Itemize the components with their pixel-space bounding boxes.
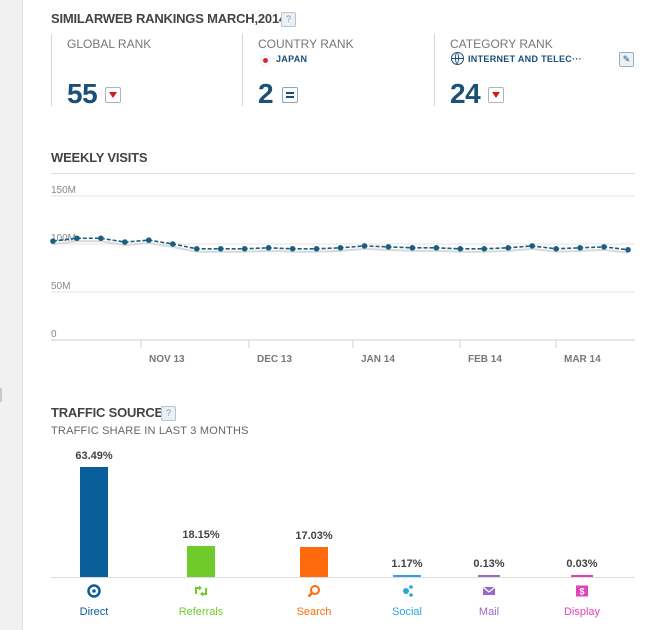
data-point[interactable] <box>385 244 392 250</box>
rank-down-icon <box>488 87 504 103</box>
global-rank-card: GLOBAL RANK 55 <box>67 34 247 110</box>
category-label-social[interactable]: Social <box>392 606 422 618</box>
data-point[interactable] <box>169 241 176 247</box>
display-icon: $ <box>575 584 589 598</box>
bar-value-label: 0.03% <box>566 558 598 570</box>
bar-direct[interactable] <box>80 467 108 577</box>
x-tick-label: FEB 14 <box>468 354 502 365</box>
bar-value-label: 0.13% <box>473 558 505 570</box>
country-rank-value: 2 <box>258 78 274 109</box>
direct-icon <box>87 584 101 598</box>
data-point[interactable] <box>553 246 559 252</box>
traffic-subtitle: TRAFFIC SHARE IN LAST 3 MONTHS <box>51 425 249 437</box>
category-label-search[interactable]: Search <box>296 606 332 618</box>
mail-icon <box>482 584 496 598</box>
divider <box>51 173 635 174</box>
series-shadow <box>52 240 629 254</box>
data-point[interactable] <box>481 246 488 252</box>
data-point[interactable] <box>529 243 535 249</box>
data-point[interactable] <box>265 245 272 251</box>
x-tick-label: JAN 14 <box>361 354 395 365</box>
data-point[interactable] <box>50 238 56 244</box>
global-rank-label: GLOBAL RANK <box>67 37 152 51</box>
data-point[interactable] <box>337 245 344 251</box>
bar-referrals[interactable] <box>187 545 215 577</box>
category-name[interactable]: INTERNET AND TELEC··· <box>468 54 582 64</box>
main-panel: SIMILARWEB RANKINGS MARCH,2014 ? GLOBAL … <box>23 0 657 630</box>
y-tick-label: 100M <box>51 233 76 244</box>
data-point[interactable] <box>74 235 80 242</box>
y-tick-label: 150M <box>51 185 76 196</box>
baseline <box>51 577 635 578</box>
x-tick-label: NOV 13 <box>149 354 185 365</box>
left-rail <box>0 0 23 630</box>
weekly-visits-title: WEEKLY VISITS <box>51 150 148 165</box>
country-rank-label: COUNTRY RANK <box>258 37 354 51</box>
bar-value-label: 1.17% <box>391 557 423 570</box>
rank-down-icon <box>105 87 121 103</box>
category-rank-card: CATEGORY RANK INTERNET AND TELEC··· ✎ 24 <box>450 34 640 110</box>
y-tick-label: 50M <box>51 281 70 292</box>
data-point[interactable] <box>193 246 200 252</box>
category-label-display[interactable]: Display <box>563 606 601 618</box>
rankings-title: SIMILARWEB RANKINGS MARCH,2014 <box>51 11 287 26</box>
bar-display[interactable] <box>571 575 593 577</box>
rankings-help-button[interactable]: ? <box>281 12 296 27</box>
data-point[interactable] <box>241 246 248 252</box>
social-icon <box>400 584 414 598</box>
search-icon <box>307 584 321 598</box>
data-point[interactable] <box>98 235 104 242</box>
edit-category-icon[interactable]: ✎ <box>619 52 634 67</box>
bar-social[interactable] <box>393 574 421 577</box>
data-point[interactable] <box>625 246 631 253</box>
data-point[interactable] <box>601 244 607 250</box>
traffic-sources-title: TRAFFIC SOURCES <box>51 405 172 420</box>
global-rank-value: 55 <box>67 78 98 109</box>
data-point[interactable] <box>122 239 128 245</box>
traffic-help-button[interactable]: ? <box>161 406 176 421</box>
data-point[interactable] <box>409 245 416 251</box>
divider <box>242 34 243 106</box>
category-label-direct[interactable]: Direct <box>79 606 109 618</box>
category-rank-value: 24 <box>450 78 481 109</box>
data-point[interactable] <box>289 246 296 252</box>
y-tick-label: 0 <box>51 329 57 340</box>
data-point[interactable] <box>146 237 152 243</box>
divider <box>434 34 435 106</box>
country-name[interactable]: JAPAN <box>276 54 308 64</box>
x-tick-label: DEC 13 <box>257 354 292 365</box>
bar-search[interactable] <box>300 547 328 577</box>
rank-equal-icon <box>282 87 298 103</box>
bar-value-label: 63.49% <box>75 450 113 462</box>
data-point[interactable] <box>577 245 583 251</box>
data-point[interactable] <box>217 246 224 252</box>
bar-value-label: 17.03% <box>295 530 333 543</box>
data-point[interactable] <box>313 246 320 252</box>
weekly-visits-chart[interactable]: 0 50M 100M 150M NOV 13 DEC 13 JAN 14 FEB 14 MAR … <box>23 180 657 380</box>
divider <box>51 34 52 106</box>
rail-handle[interactable] <box>0 388 6 402</box>
category-label-mail[interactable]: Mail <box>478 606 500 618</box>
svg-text:$: $ <box>579 587 584 597</box>
data-point[interactable] <box>505 245 512 251</box>
globe-icon <box>451 52 464 65</box>
category-label-referrals[interactable]: Referrals <box>178 606 224 618</box>
x-tick-label: MAR 14 <box>564 354 601 365</box>
bar-value-label: 18.15% <box>182 528 220 541</box>
data-point[interactable] <box>361 243 368 249</box>
bar-mail[interactable] <box>478 575 500 577</box>
data-point[interactable] <box>433 245 440 251</box>
country-rank-card: COUNTRY RANK JAPAN 2 <box>258 34 438 110</box>
category-rank-label: CATEGORY RANK <box>450 37 553 51</box>
referrals-icon <box>194 584 208 598</box>
data-point[interactable] <box>457 246 464 252</box>
japan-flag-icon <box>260 55 271 66</box>
